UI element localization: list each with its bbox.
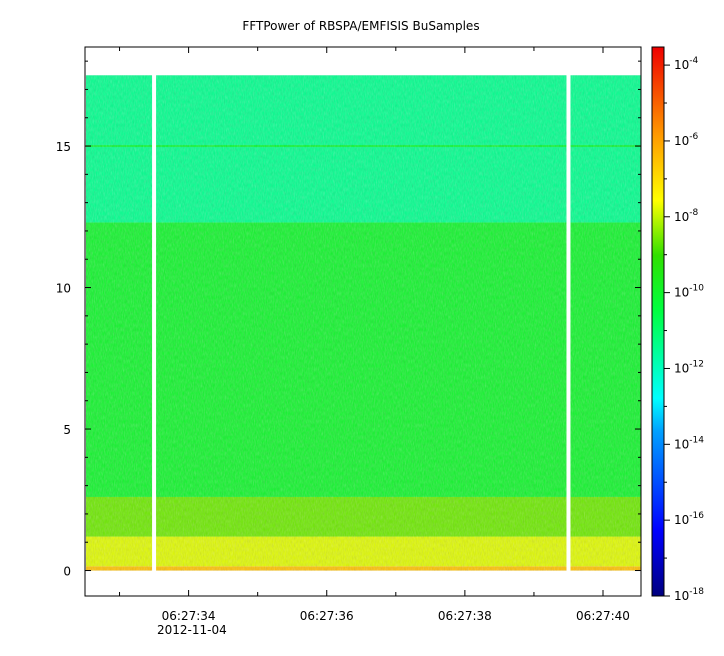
colorbar-tick-label: 10-6 — [674, 132, 699, 148]
x-tick-label: 06:27:38 — [438, 609, 492, 623]
spectrogram-texture — [85, 75, 641, 571]
y-tick-label: 15 — [56, 140, 71, 154]
x-tick-label: 06:27:34 — [162, 609, 216, 623]
colorbar-ticks: 10-18 10-16 10-14 10-12 10-10 10-8 10-6 10-4 — [664, 56, 704, 603]
colorbar-tick-label: 10-12 — [674, 359, 704, 375]
y-axis: 0 5 10 15 — [56, 60, 641, 579]
y-tick-label: 10 — [56, 282, 71, 296]
colorbar-tick-label: 10-8 — [674, 208, 699, 224]
colorbar: 10-18 10-16 10-14 10-12 10-10 10-8 10-6 10-4 — [651, 46, 704, 603]
colorbar-tick-label: 10-4 — [674, 56, 699, 72]
chart-title: FFTPower of RBSPA/EMFISIS BuSamples — [242, 19, 479, 33]
data-gaps — [152, 74, 571, 572]
plot-area: 06:27:34 06:27:36 06:27:38 06:27:40 0 5 10 15 — [56, 46, 642, 623]
colorbar-tick-label: 10-18 — [674, 587, 704, 603]
data-gap-0 — [152, 74, 157, 572]
x-date-label: 2012-11-04 — [157, 623, 227, 637]
y-tick-label: 5 — [63, 423, 71, 437]
y-tick-label: 0 — [63, 565, 71, 579]
x-axis: 06:27:34 06:27:36 06:27:38 06:27:40 — [119, 47, 630, 623]
x-tick-label: 06:27:36 — [300, 609, 354, 623]
colorbar-tick-label: 10-16 — [674, 511, 704, 527]
colorbar-tick-label: 10-10 — [674, 284, 704, 300]
x-tick-label: 06:27:40 — [576, 609, 630, 623]
data-gap-1 — [566, 74, 571, 572]
colorbar-tick-label: 10-14 — [674, 435, 704, 451]
